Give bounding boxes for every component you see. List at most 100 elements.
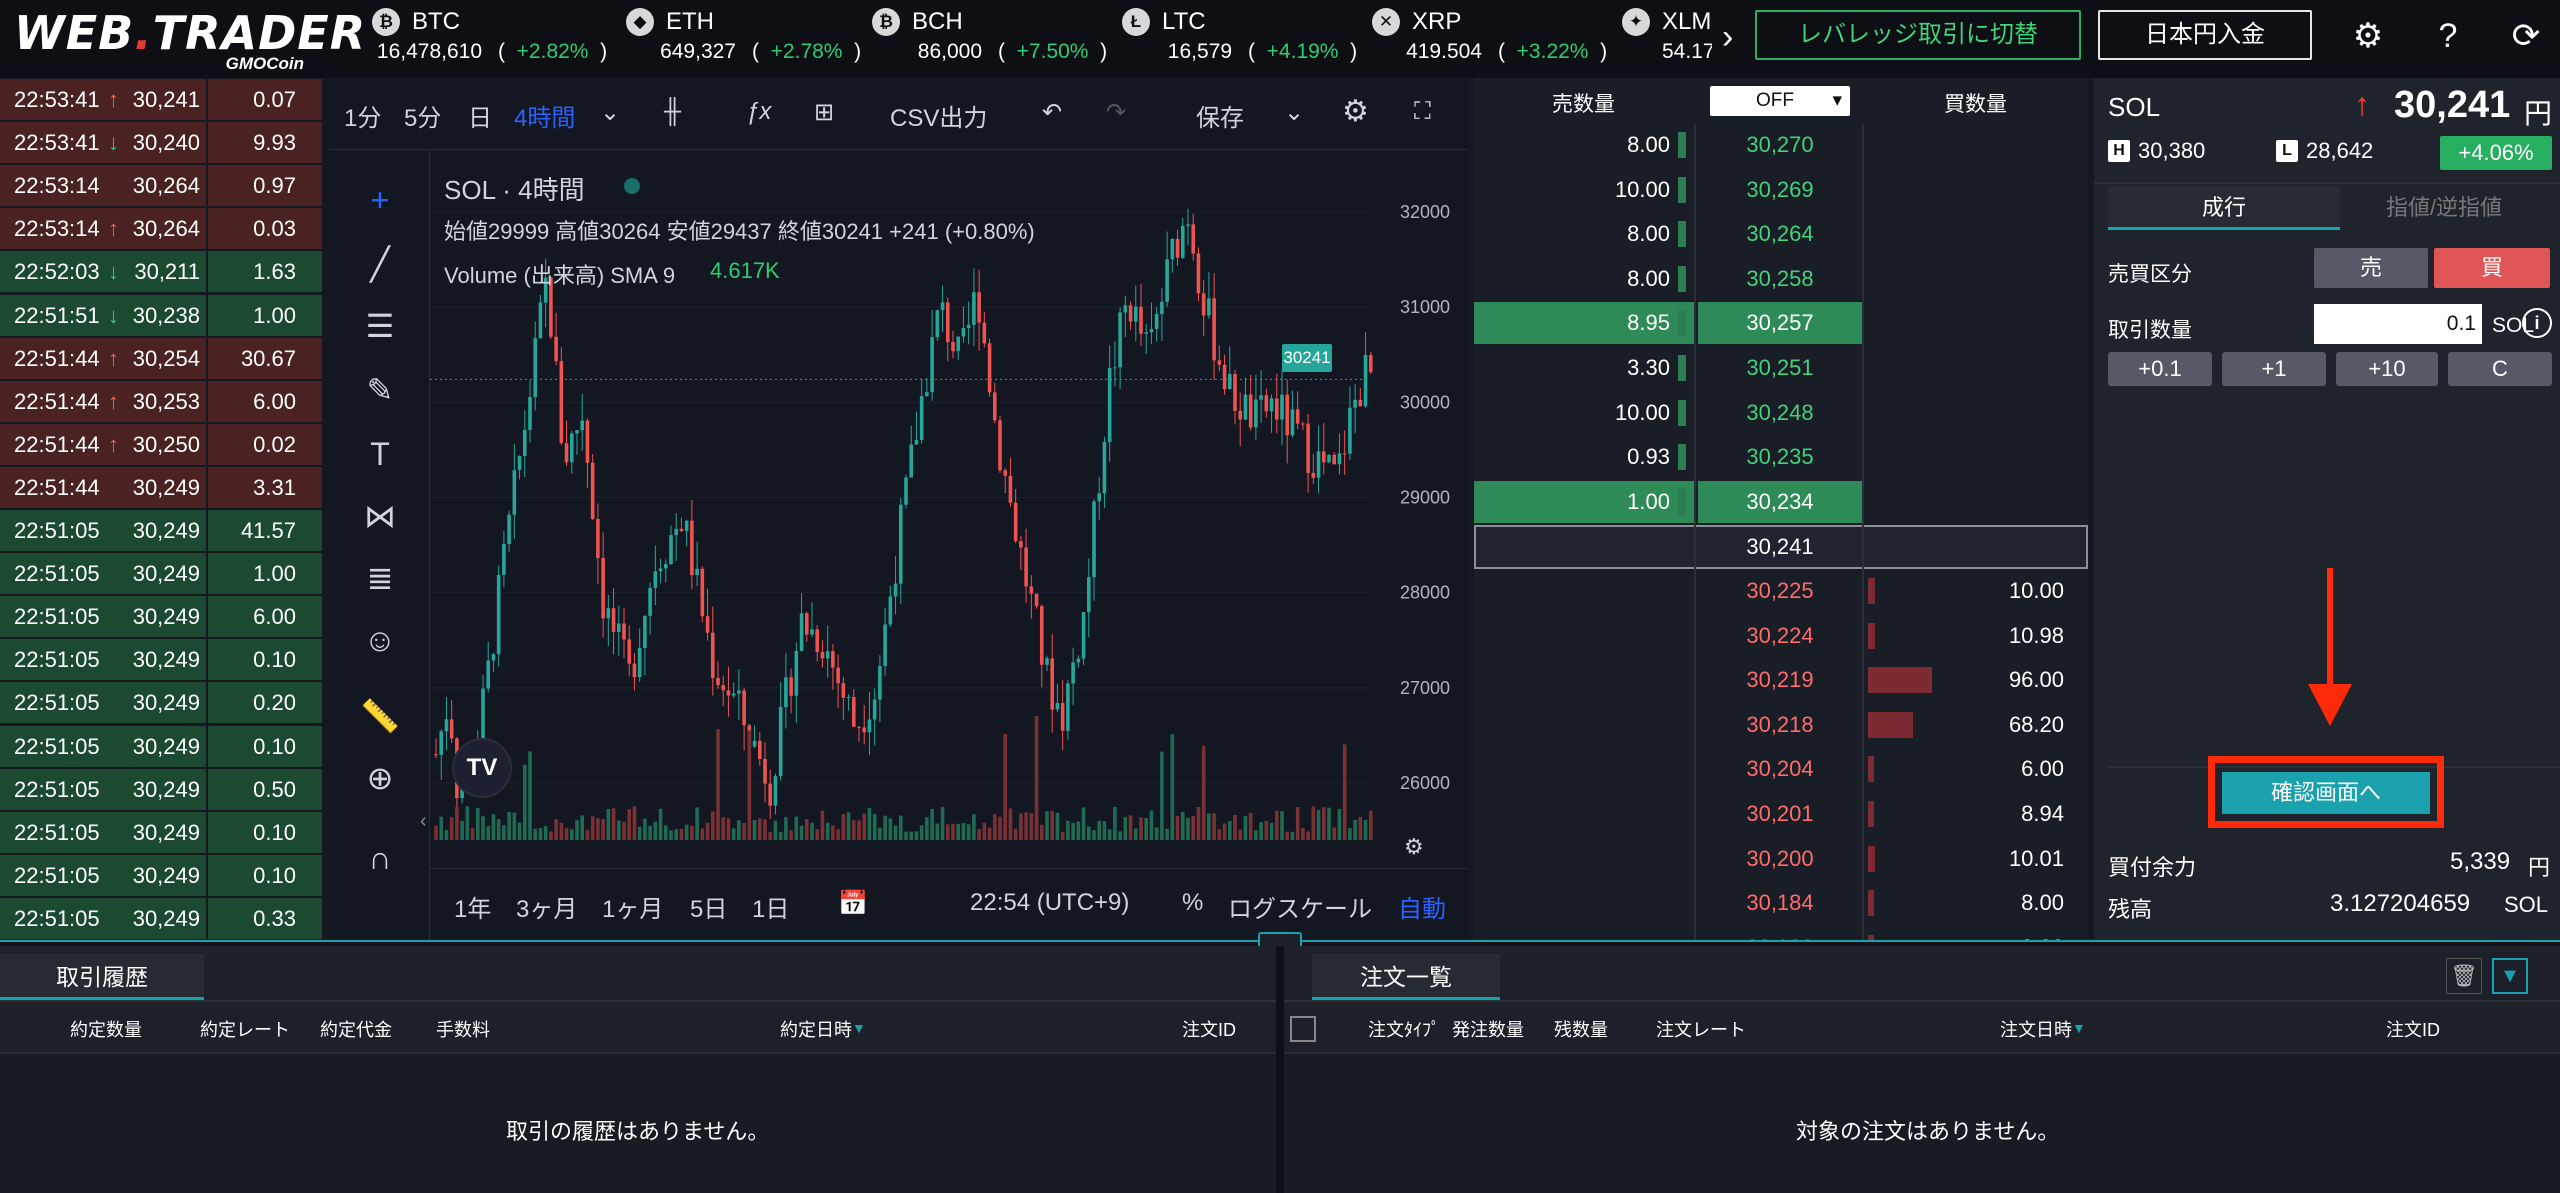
bid-row[interactable]: 30,204 6.00: [1474, 748, 2088, 792]
filter-icon[interactable]: ▼: [2492, 958, 2528, 994]
help-icon[interactable]: ?: [2438, 17, 2458, 55]
chart-time[interactable]: 22:54 (UTC+9): [970, 889, 1130, 916]
tab-market-order[interactable]: 成行: [2108, 186, 2340, 230]
candle-type-icon[interactable]: ╫: [664, 98, 682, 125]
date-range-icon[interactable]: 📅: [838, 890, 868, 917]
trash-icon[interactable]: 🗑: [2446, 958, 2482, 994]
crosshair-icon[interactable]: +: [370, 182, 390, 218]
qty-plus-1-button[interactable]: +1: [2222, 352, 2326, 386]
interval-dropdown-icon[interactable]: ⌄: [600, 99, 621, 126]
bid-row[interactable]: 30,225 10.00: [1474, 570, 2088, 614]
ruler-icon[interactable]: 📏: [360, 698, 400, 734]
fib-lines-icon[interactable]: ☰: [365, 308, 395, 344]
bid-row[interactable]: 30,182 8.00: [1474, 927, 2088, 940]
col-remaining-qty[interactable]: 残数量: [1554, 1020, 1608, 1040]
range-1m[interactable]: 1ヶ月: [602, 896, 664, 923]
ask-row[interactable]: 3.30 30,251: [1474, 347, 2088, 391]
ticker-eth[interactable]: ◆ ETH 649,327 ( +2.78% ): [626, 4, 876, 74]
col-order-rate[interactable]: 注文レート: [1656, 1020, 1746, 1040]
col-order-datetime[interactable]: 注文日時: [2000, 1020, 2072, 1040]
ticker-xlm[interactable]: ✦ XLM 54.177: [1622, 4, 1712, 74]
auto-scale-toggle[interactable]: 自動: [1398, 896, 1446, 923]
ask-row[interactable]: 8.00 30,264: [1474, 213, 2088, 257]
buy-side-button[interactable]: 買: [2434, 248, 2550, 288]
qty-input[interactable]: [2314, 304, 2482, 344]
tab-trade-history[interactable]: 取引履歴: [0, 954, 204, 1000]
tab-limit-order[interactable]: 指値/逆指値: [2385, 195, 2503, 220]
layout-grid-icon[interactable]: ⊞: [814, 99, 835, 126]
redo-icon[interactable]: ↷: [1106, 99, 1127, 126]
text-tool-icon[interactable]: T: [370, 436, 390, 472]
col-order-id[interactable]: 注文ID: [1182, 1020, 1236, 1040]
jpy-deposit-button[interactable]: 日本円入金: [2098, 10, 2312, 60]
save-button[interactable]: 保存: [1196, 105, 1244, 132]
fullscreen-icon[interactable]: ⛶: [1414, 98, 1431, 125]
ticker-ltc[interactable]: Ł LTC 16,579 ( +4.19% ): [1122, 4, 1372, 74]
ask-row[interactable]: 8.95 30,257: [1474, 302, 2088, 346]
sort-desc-icon[interactable]: ▼: [852, 1020, 866, 1036]
trendline-icon[interactable]: ╱: [370, 246, 390, 282]
interval-5m[interactable]: 5分: [404, 105, 442, 132]
qty-plus-10-button[interactable]: +10: [2336, 352, 2438, 386]
brush-icon[interactable]: ✎: [366, 372, 394, 408]
sort-desc-icon[interactable]: ▼: [2072, 1020, 2086, 1036]
interval-day[interactable]: 日: [468, 105, 492, 132]
prediction-icon[interactable]: ≣: [366, 560, 394, 596]
chart-settings-icon[interactable]: ⚙: [1342, 95, 1369, 128]
gear-icon[interactable]: ⚙: [2352, 17, 2384, 55]
refresh-icon[interactable]: ⟳: [2511, 17, 2541, 55]
ask-row[interactable]: 8.00 30,258: [1474, 258, 2088, 302]
log-scale-toggle[interactable]: ログスケール: [1228, 896, 1372, 923]
col-fill-amount[interactable]: 約定代金: [320, 1020, 392, 1040]
bid-row[interactable]: 30,219 96.00: [1474, 659, 2088, 703]
col-fee[interactable]: 手数料: [436, 1020, 490, 1040]
save-dropdown-icon[interactable]: ⌄: [1284, 99, 1305, 126]
ticker-xrp[interactable]: ✕ XRP 419.504 ( +3.22% ): [1372, 4, 1622, 74]
bid-row[interactable]: 30,184 8.00: [1474, 882, 2088, 926]
range-1d[interactable]: 1日: [752, 896, 790, 923]
ticker-bch[interactable]: ₿ BCH 86,000 ( +7.50% ): [872, 4, 1122, 74]
col-order-id[interactable]: 注文ID: [2386, 1020, 2440, 1040]
book-grouping-select[interactable]: OFF ▾: [1710, 86, 1850, 116]
sell-side-button[interactable]: 売: [2314, 248, 2428, 288]
qty-plus-0-1-button[interactable]: +0.1: [2108, 352, 2212, 386]
interval-4h[interactable]: 4時間: [514, 105, 576, 132]
ask-row[interactable]: 1.00 30,234: [1474, 480, 2088, 525]
bid-row[interactable]: 30,224 10.98: [1474, 615, 2088, 659]
col-order-qty[interactable]: 発注数量: [1452, 1020, 1524, 1040]
percent-scale-toggle[interactable]: %: [1182, 889, 1204, 916]
col-fill-rate[interactable]: 約定レート: [200, 1020, 290, 1040]
col-fill-datetime[interactable]: 約定日時: [780, 1020, 852, 1040]
leverage-switch-button[interactable]: レバレッジ取引に切替: [1755, 10, 2081, 60]
qty-clear-button[interactable]: C: [2448, 352, 2552, 386]
zoom-icon[interactable]: ⊕: [366, 760, 394, 796]
range-1y[interactable]: 1年: [454, 896, 492, 923]
tradingview-logo-icon[interactable]: TV: [452, 738, 512, 798]
info-icon[interactable]: i: [2522, 308, 2552, 338]
ask-row[interactable]: 0.93 30,235: [1474, 436, 2088, 480]
csv-export-button[interactable]: CSV出力: [890, 105, 988, 132]
ticker-scroll-right-icon[interactable]: ›: [1722, 18, 1734, 56]
ask-row[interactable]: 8.00 30,270: [1474, 124, 2088, 168]
pattern-icon[interactable]: ⋈: [364, 498, 396, 534]
range-3m[interactable]: 3ヶ月: [516, 896, 578, 923]
axis-settings-icon[interactable]: ⚙: [1404, 834, 1424, 859]
tab-order-list[interactable]: 注文一覧: [1312, 954, 1500, 1000]
bid-row[interactable]: 30,218 68.20: [1474, 704, 2088, 748]
ticker-btc[interactable]: ₿ BTC 16,478,610 ( +2.82% ): [372, 4, 622, 74]
interval-1m[interactable]: 1分: [344, 105, 382, 132]
bid-row[interactable]: 30,200 10.01: [1474, 838, 2088, 882]
ask-row[interactable]: 10.00 30,269: [1474, 169, 2088, 213]
indicator-icon[interactable]: ƒx: [746, 98, 772, 125]
webtrader-logo[interactable]: WEB.TRADER GMOCoin: [14, 8, 365, 73]
emoji-icon[interactable]: ☺: [363, 622, 397, 658]
undo-icon[interactable]: ↶: [1042, 99, 1063, 126]
range-5d[interactable]: 5日: [690, 896, 728, 923]
col-fill-qty[interactable]: 約定数量: [70, 1020, 142, 1040]
col-order-type[interactable]: 注文ﾀｲﾌﾟ: [1368, 1020, 1440, 1040]
magnet-icon[interactable]: ∩: [368, 840, 392, 876]
select-all-checkbox[interactable]: [1290, 1016, 1316, 1042]
collapse-tools-icon[interactable]: ‹: [420, 810, 427, 832]
bid-row[interactable]: 30,201 8.94: [1474, 793, 2088, 837]
confirm-order-button[interactable]: 確認画面へ: [2222, 772, 2430, 814]
